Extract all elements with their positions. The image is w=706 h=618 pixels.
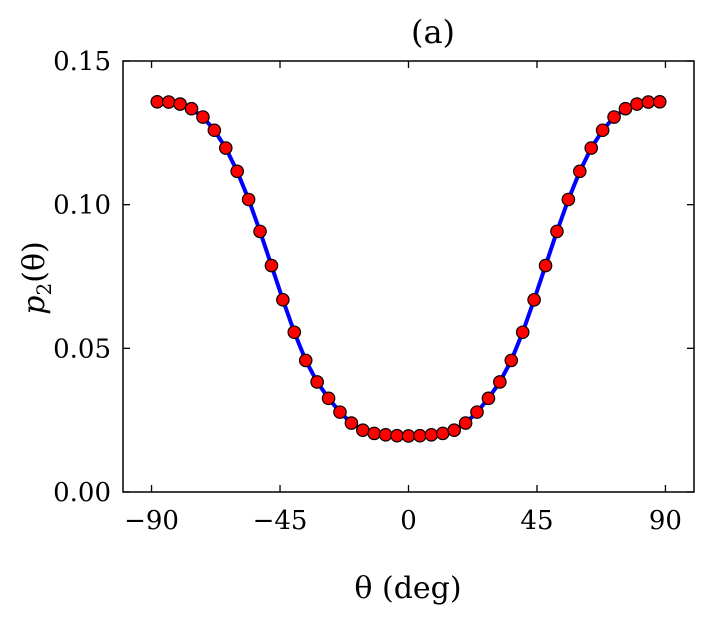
data-point — [356, 423, 370, 438]
data-point — [630, 97, 644, 111]
data-point — [493, 375, 507, 389]
data-point — [287, 325, 302, 340]
data-point — [321, 391, 336, 406]
x-tick-label: 45 — [520, 506, 553, 536]
y-axis-title: p2(θ) — [17, 241, 56, 314]
data-point — [401, 429, 416, 443]
data-point — [344, 416, 359, 430]
data-point — [595, 123, 610, 138]
data-point — [481, 391, 496, 406]
data-point — [424, 428, 439, 442]
data-point — [413, 428, 427, 443]
data-point — [173, 97, 187, 111]
data-point — [378, 428, 393, 442]
chart-title: (a) — [411, 13, 455, 51]
data-point — [150, 95, 165, 109]
y-ticks: 0.00 0.05 0.10 0.15 — [53, 47, 694, 508]
data-point — [561, 192, 576, 207]
data-point — [218, 141, 233, 155]
y-axis-label-arg: (θ) — [17, 241, 52, 282]
data-point — [196, 110, 210, 124]
y-axis-label: p2(θ) — [17, 241, 56, 314]
data-point — [276, 292, 290, 307]
x-tick-label: −45 — [253, 506, 308, 536]
x-ticks: −90 −45 0 45 90 — [124, 61, 682, 536]
y-tick-label: 0.15 — [53, 47, 111, 77]
data-point — [241, 192, 256, 207]
x-axis-title: θ (deg) — [354, 571, 461, 606]
data-point — [515, 325, 530, 340]
data-point — [253, 224, 267, 239]
data-point — [184, 101, 199, 116]
data-point — [333, 405, 347, 419]
y-axis-label-sub: 2 — [32, 283, 56, 296]
y-tick-label: 0.00 — [53, 478, 111, 508]
data-point — [447, 423, 461, 438]
x-tick-label: 0 — [400, 506, 417, 536]
data-point — [652, 95, 667, 109]
data-point — [458, 416, 473, 430]
plot-area: −90 −45 0 45 90 0.00 0.05 0.10 0.15 — [53, 47, 695, 536]
data-point — [572, 164, 587, 179]
data-point — [550, 224, 564, 239]
data-point — [527, 292, 541, 307]
data-point — [230, 164, 244, 179]
data-points — [150, 95, 667, 443]
data-point — [367, 426, 382, 441]
data-point — [298, 353, 313, 368]
data-point — [538, 258, 553, 273]
y-axis-label-base: p — [17, 296, 52, 315]
x-axis-label: θ (deg) — [354, 571, 461, 606]
y-tick-label: 0.05 — [53, 334, 111, 364]
y-tick-label: 0.10 — [53, 191, 111, 221]
data-point — [607, 110, 621, 124]
x-tick-label: −90 — [124, 506, 179, 536]
data-point — [584, 141, 599, 155]
data-point — [504, 353, 519, 368]
data-point — [161, 95, 176, 109]
data-point — [207, 123, 222, 138]
x-tick-label: 90 — [649, 506, 682, 536]
data-point — [641, 95, 656, 109]
data-point — [310, 375, 324, 389]
data-point — [470, 405, 484, 419]
data-point — [390, 428, 404, 443]
data-point — [435, 426, 450, 441]
data-point — [264, 258, 279, 273]
data-point — [618, 101, 633, 116]
